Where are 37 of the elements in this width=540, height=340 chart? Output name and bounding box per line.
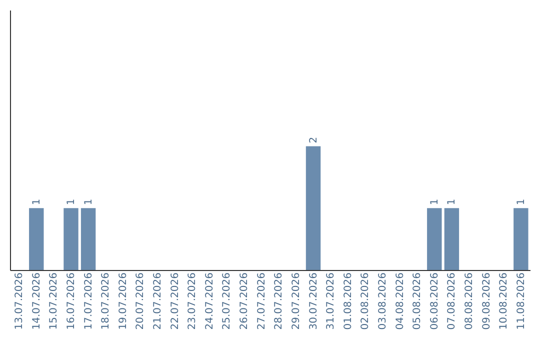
x-tick-label: 04.08.2026 <box>394 272 406 330</box>
x-tick-label: 15.07.2026 <box>48 272 60 330</box>
x-tick-label: 11.08.2026 <box>516 272 527 330</box>
x-tick-label: 30.07.2026 <box>308 272 320 330</box>
data-label: 2 <box>308 136 320 144</box>
x-tick-label: 06.08.2026 <box>429 272 440 330</box>
x-tick-label: 25.07.2026 <box>222 272 233 330</box>
x-tick-label: 10.08.2026 <box>498 272 510 330</box>
data-label: 1 <box>66 198 77 206</box>
data-label: 1 <box>429 198 440 206</box>
x-tick-label: 23.07.2026 <box>187 272 198 330</box>
x-tick-label: 14.07.2026 <box>31 272 42 330</box>
x-tick-label: 18.07.2026 <box>100 272 112 330</box>
x-tick-label: 26.07.2026 <box>239 272 250 330</box>
data-label: 1 <box>83 198 94 206</box>
x-tick-label: 08.08.2026 <box>464 272 475 330</box>
x-tick-label: 07.08.2026 <box>446 272 458 330</box>
x-tick-label: 20.07.2026 <box>135 272 146 330</box>
x-tick-label: 29.07.2026 <box>290 272 302 330</box>
x-tick-label: 03.08.2026 <box>377 272 388 330</box>
x-tick-label: 16.07.2026 <box>66 272 77 330</box>
data-label: 1 <box>446 198 458 206</box>
x-tick-label: 05.08.2026 <box>412 272 424 330</box>
x-tick-label: 19.07.2026 <box>118 272 129 330</box>
x-tick-label: 09.08.2026 <box>481 272 492 330</box>
x-tick-label: 24.07.2026 <box>204 272 216 330</box>
x-tick-label: 13.07.2026 <box>14 272 26 330</box>
x-tick-label: 27.07.2026 <box>256 272 268 330</box>
x-tick-label: 02.08.2026 <box>360 272 372 330</box>
x-tick-label: 28.07.2026 <box>274 272 285 330</box>
x-tick-label: 22.07.2026 <box>170 272 181 330</box>
data-label: 1 <box>516 198 527 206</box>
x-tick-label: 21.07.2026 <box>152 272 164 330</box>
x-tick-label: 17.07.2026 <box>83 272 94 330</box>
data-label: 1 <box>31 198 42 206</box>
x-tick-label: 31.07.2026 <box>326 272 337 330</box>
x-tick-label: 01.08.2026 <box>342 272 354 330</box>
